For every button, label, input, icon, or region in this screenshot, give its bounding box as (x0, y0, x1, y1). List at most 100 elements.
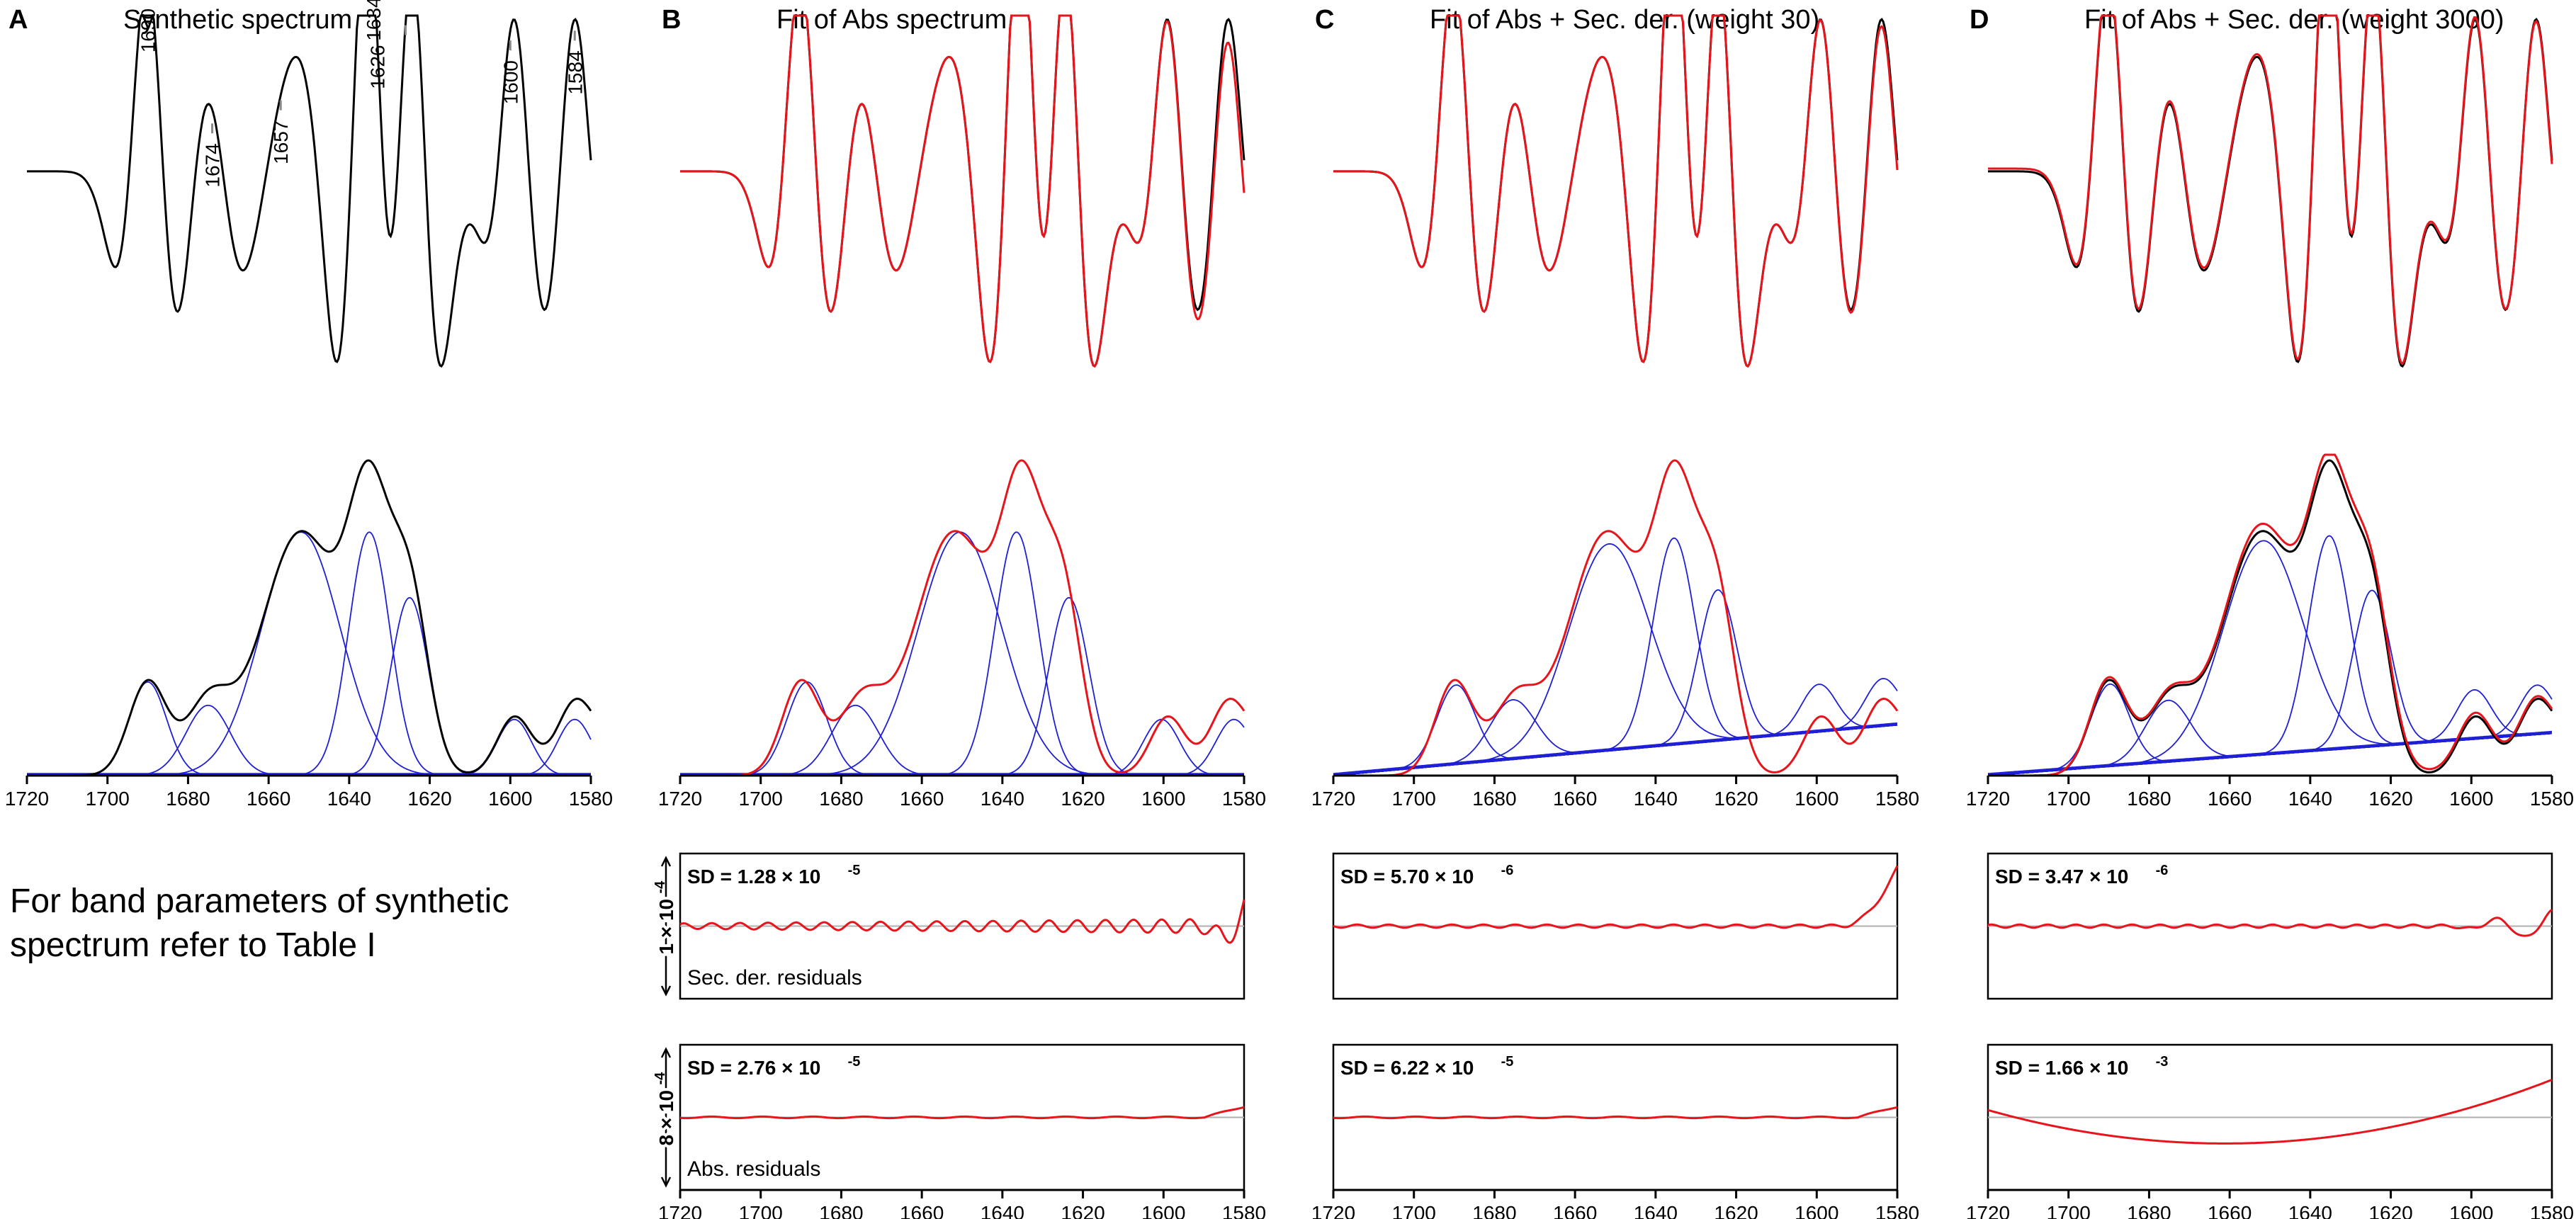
x-tick-label-main-B-4: 1640 (981, 788, 1024, 810)
peak-label-1690: 1690 (137, 8, 159, 52)
x-tick-label-main-C-0: 1720 (1311, 788, 1355, 810)
component-band-A-1 (27, 705, 591, 776)
x-tick-label-main-B-7: 1580 (1222, 788, 1266, 810)
x-tick-label-main-A-5: 1620 (407, 788, 451, 810)
x-tick-label-main-D-7: 1580 (2530, 788, 2574, 810)
sec-der-scale-arrow-up-B (660, 856, 672, 867)
x-tick-label-main-A-2: 1680 (166, 788, 210, 810)
absorbance-synthetic-D (1988, 459, 2553, 777)
peak-label-1657: 1657 (270, 120, 292, 164)
abs-residual-trace-C (1333, 1106, 1898, 1120)
component-band-C-6 (1333, 678, 1898, 776)
x-tick-label-residual-B-1: 1700 (739, 1202, 783, 1219)
panel-title-D: Fit of Abs + Sec. der. (weight 3000) (2084, 5, 2504, 35)
panel-letter-D: D (1970, 5, 1989, 35)
x-tick-label-main-C-5: 1620 (1714, 788, 1758, 810)
x-tick-label-main-C-6: 1600 (1795, 788, 1838, 810)
abs-scale-arrow-up-B (660, 1047, 672, 1058)
sec-der-scale-label-bg-B: 1 × 10 (655, 899, 677, 955)
x-tick-label-residual-D-4: 1640 (2288, 1202, 2332, 1219)
component-band-A-4 (27, 596, 591, 776)
x-tick-label-main-B-2: 1680 (819, 788, 863, 810)
component-band-B-6 (680, 718, 1245, 776)
x-tick-label-main-C-2: 1680 (1472, 788, 1516, 810)
x-tick-label-main-D-2: 1680 (2127, 788, 2171, 810)
peak-label-1626: 1626 (366, 45, 388, 89)
x-tick-label-main-A-3: 1660 (247, 788, 290, 810)
x-tick-label-residual-D-1: 1700 (2047, 1202, 2091, 1219)
baseline-C (1333, 722, 1898, 776)
second-derivative-fit-C (1333, 14, 1899, 368)
second-derivative-fit-D (1988, 14, 2553, 365)
x-tick-label-residual-B-5: 1620 (1061, 1202, 1105, 1219)
component-band-B-2 (680, 531, 1244, 776)
abs-sd-label-D: SD = 1.66 × 10 (1995, 1057, 2128, 1079)
sec-der-residual-trace-B (679, 900, 1245, 944)
x-tick-label-main-B-3: 1660 (900, 788, 944, 810)
sec-der-scale-label-B: 1 × 10 (655, 899, 677, 955)
x-tick-label-main-D-5: 1620 (2368, 788, 2412, 810)
absorbance-fit-B (680, 459, 1245, 777)
peak-label-1600: 1600 (499, 60, 521, 104)
component-band-A-6 (27, 718, 592, 776)
x-tick-label-residual-C-7: 1580 (1875, 1202, 1919, 1219)
x-tick-label-main-D-6: 1600 (2449, 788, 2493, 810)
x-tick-label-main-D-0: 1720 (1966, 788, 2010, 810)
abs-residual-trace-B (679, 1106, 1245, 1120)
x-tick-label-residual-B-2: 1680 (819, 1202, 863, 1219)
panel-title-C: Fit of Abs + Sec. der. (weight 30) (1430, 5, 1819, 35)
x-tick-label-residual-D-7: 1580 (2530, 1202, 2574, 1219)
sec-der-residual-trace-C (1333, 865, 1899, 929)
baseline-D (1987, 730, 2553, 776)
sec-der-scale-exponent-B: -4 (653, 880, 668, 894)
x-tick-label-main-B-1: 1700 (739, 788, 783, 810)
peak-label-1584: 1584 (564, 50, 586, 94)
component-band-A-3 (27, 531, 591, 776)
x-tick-label-residual-C-2: 1680 (1472, 1202, 1516, 1219)
band-parameters-note: For band parameters of synthetic spectru… (10, 880, 648, 968)
panel-letter-A: A (9, 5, 28, 35)
x-tick-label-main-A-7: 1580 (569, 788, 613, 810)
absorbance-fit-C (1333, 459, 1899, 777)
x-tick-label-residual-C-6: 1600 (1795, 1202, 1838, 1219)
x-tick-label-main-D-4: 1640 (2288, 788, 2332, 810)
sec-der-scale-arrow-down-B (660, 985, 672, 997)
peak-label-1674: 1674 (202, 143, 224, 187)
x-tick-label-residual-D-5: 1620 (2368, 1202, 2412, 1219)
x-tick-label-residual-B-4: 1640 (981, 1202, 1024, 1219)
x-tick-label-main-D-1: 1700 (2047, 788, 2091, 810)
x-tick-label-residual-C-1: 1700 (1392, 1202, 1436, 1219)
x-tick-label-main-B-0: 1720 (658, 788, 702, 810)
abs-sd-exponent-C: -5 (1501, 1054, 1514, 1070)
x-tick-label-main-A-0: 1720 (5, 788, 49, 810)
component-band-C-1 (1333, 698, 1898, 776)
panel-letter-C: C (1315, 5, 1334, 35)
component-band-A-5 (27, 718, 591, 776)
sec-der-sd-label-D: SD = 3.47 × 10 (1995, 866, 2128, 888)
x-tick-label-residual-C-3: 1660 (1553, 1202, 1597, 1219)
x-tick-label-residual-B-7: 1580 (1222, 1202, 1266, 1219)
sec-der-sd-label-C: SD = 5.70 × 10 (1340, 866, 1474, 888)
abs-scale-label-bg-B: 8 × 10 (655, 1090, 677, 1146)
x-tick-label-residual-C-4: 1640 (1634, 1202, 1678, 1219)
x-tick-label-main-D-3: 1660 (2208, 788, 2252, 810)
panel-title-B: Fit of Abs spectrum (776, 5, 1007, 35)
sec-der-sd-exponent-C: -6 (1501, 863, 1514, 878)
x-tick-label-main-C-1: 1700 (1392, 788, 1436, 810)
abs-sd-label-B: SD = 2.76 × 10 (687, 1057, 820, 1079)
abs-residual-label-B: Abs. residuals (687, 1157, 820, 1181)
x-tick-label-residual-C-0: 1720 (1311, 1202, 1355, 1219)
peak-label-1634: 1634 (363, 0, 385, 41)
x-tick-label-main-B-6: 1600 (1141, 788, 1185, 810)
x-tick-label-residual-D-2: 1680 (2127, 1202, 2171, 1219)
x-tick-label-main-A-4: 1640 (327, 788, 371, 810)
x-tick-label-residual-B-6: 1600 (1141, 1202, 1185, 1219)
component-band-C-2 (1333, 543, 1898, 776)
x-tick-label-main-B-5: 1620 (1061, 788, 1105, 810)
sec-der-residual-label-B: Sec. der. residuals (687, 966, 862, 990)
sec-der-sd-exponent-B: -5 (848, 863, 861, 878)
note-line-1: For band parameters of synthetic (10, 883, 509, 920)
abs-sd-exponent-D: -3 (2156, 1054, 2169, 1070)
sec-der-sd-exponent-D: -6 (2156, 863, 2169, 878)
